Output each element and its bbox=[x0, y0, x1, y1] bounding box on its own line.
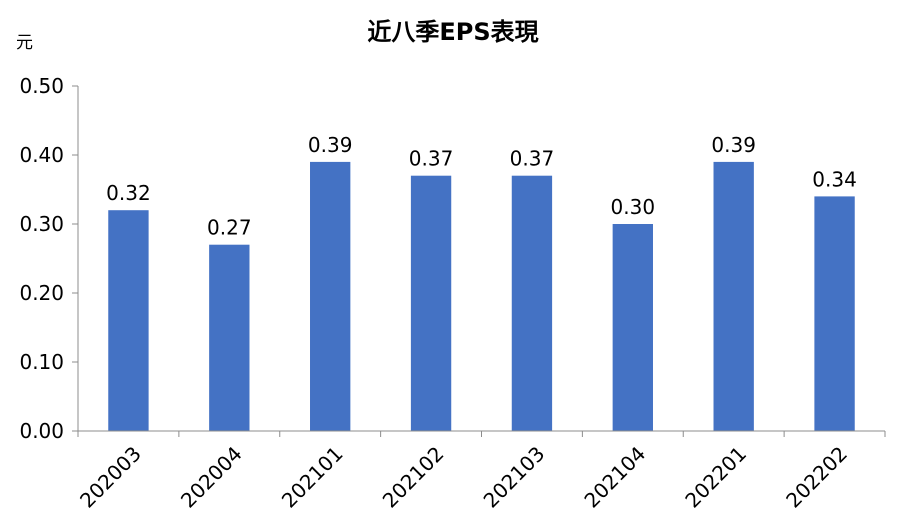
y-tick-label: 0.00 bbox=[19, 419, 64, 443]
chart-title: 近八季EPS表現 bbox=[367, 18, 538, 46]
bar-202004 bbox=[209, 244, 250, 431]
y-tick-label: 0.50 bbox=[19, 74, 64, 98]
y-tick-label: 0.30 bbox=[19, 212, 64, 236]
data-labels: 0.32 0.27 0.39 0.37 0.37 0.30 0.39 0.34 bbox=[106, 133, 857, 240]
bar-202202 bbox=[814, 196, 855, 431]
bars bbox=[108, 161, 855, 431]
y-tick-label: 0.40 bbox=[19, 143, 64, 167]
bar-202103 bbox=[511, 175, 553, 431]
x-tick-label-202202: 202202 bbox=[781, 442, 852, 513]
x-tick-label-202104: 202104 bbox=[579, 442, 650, 513]
data-label-202101: 0.39 bbox=[308, 133, 353, 157]
x-axis-ticks: 202003 202004 202101 202102 202103 202104 2022… bbox=[75, 431, 886, 513]
data-label-202202: 0.34 bbox=[812, 167, 857, 191]
data-label-202004: 0.27 bbox=[207, 216, 252, 240]
x-tick-label-202003: 202003 bbox=[75, 442, 146, 513]
y-tick-label: 0.20 bbox=[19, 281, 64, 305]
data-label-202104: 0.30 bbox=[611, 195, 656, 219]
x-tick-label-202103: 202103 bbox=[479, 442, 550, 513]
data-label-202201: 0.39 bbox=[711, 133, 756, 157]
bar-202101 bbox=[310, 161, 351, 431]
bar-202104 bbox=[612, 224, 653, 431]
y-tick-label: 0.10 bbox=[19, 350, 64, 374]
x-tick-label-202201: 202201 bbox=[680, 442, 751, 513]
y-axis-unit-label: 元 bbox=[16, 33, 33, 53]
data-label-202103: 0.37 bbox=[510, 147, 555, 171]
data-label-202003: 0.32 bbox=[106, 181, 151, 205]
x-tick-label-202004: 202004 bbox=[176, 442, 247, 513]
y-axis-ticks: 0.00 0.10 0.20 0.30 0.40 0.50 bbox=[19, 74, 78, 443]
x-tick-label-202101: 202101 bbox=[277, 442, 348, 513]
bar-202003 bbox=[108, 210, 149, 431]
bar-202102 bbox=[410, 175, 452, 431]
x-tick-label-202102: 202102 bbox=[378, 442, 449, 513]
bar-202201 bbox=[713, 161, 754, 431]
data-label-202102: 0.37 bbox=[409, 147, 454, 171]
